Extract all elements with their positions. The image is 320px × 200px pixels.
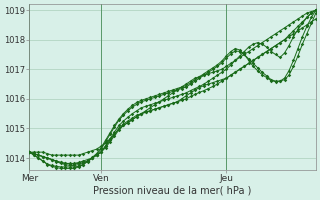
X-axis label: Pression niveau de la mer( hPa ): Pression niveau de la mer( hPa ) — [93, 186, 252, 196]
